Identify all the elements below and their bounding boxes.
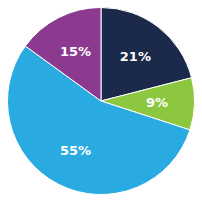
data-labels: 21% 9% 55% 15%: [60, 44, 168, 159]
pie-chart: 21% 9% 55% 15%: [0, 0, 202, 202]
slices: [7, 7, 194, 194]
data-label: 55%: [60, 143, 91, 158]
chart-container: 21% 9% 55% 15%: [0, 0, 202, 202]
data-label: 9%: [146, 95, 168, 110]
data-label: 15%: [60, 44, 91, 59]
pie-slice: [25, 7, 101, 101]
data-label: 21%: [120, 49, 151, 64]
